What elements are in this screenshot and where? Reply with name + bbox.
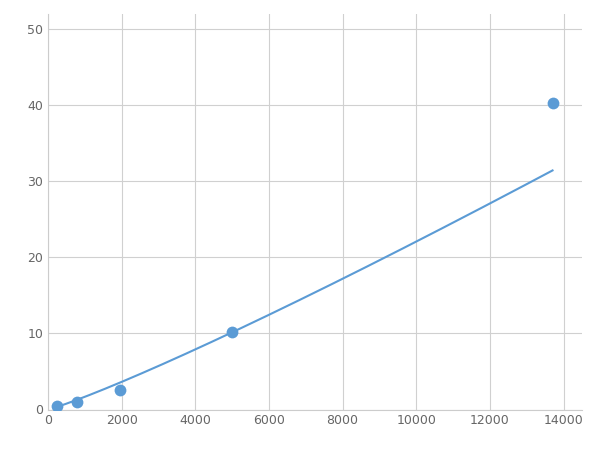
Point — [548, 100, 557, 107]
Point — [115, 387, 125, 394]
Point — [52, 402, 62, 410]
Point — [227, 328, 237, 335]
Point — [73, 398, 82, 405]
